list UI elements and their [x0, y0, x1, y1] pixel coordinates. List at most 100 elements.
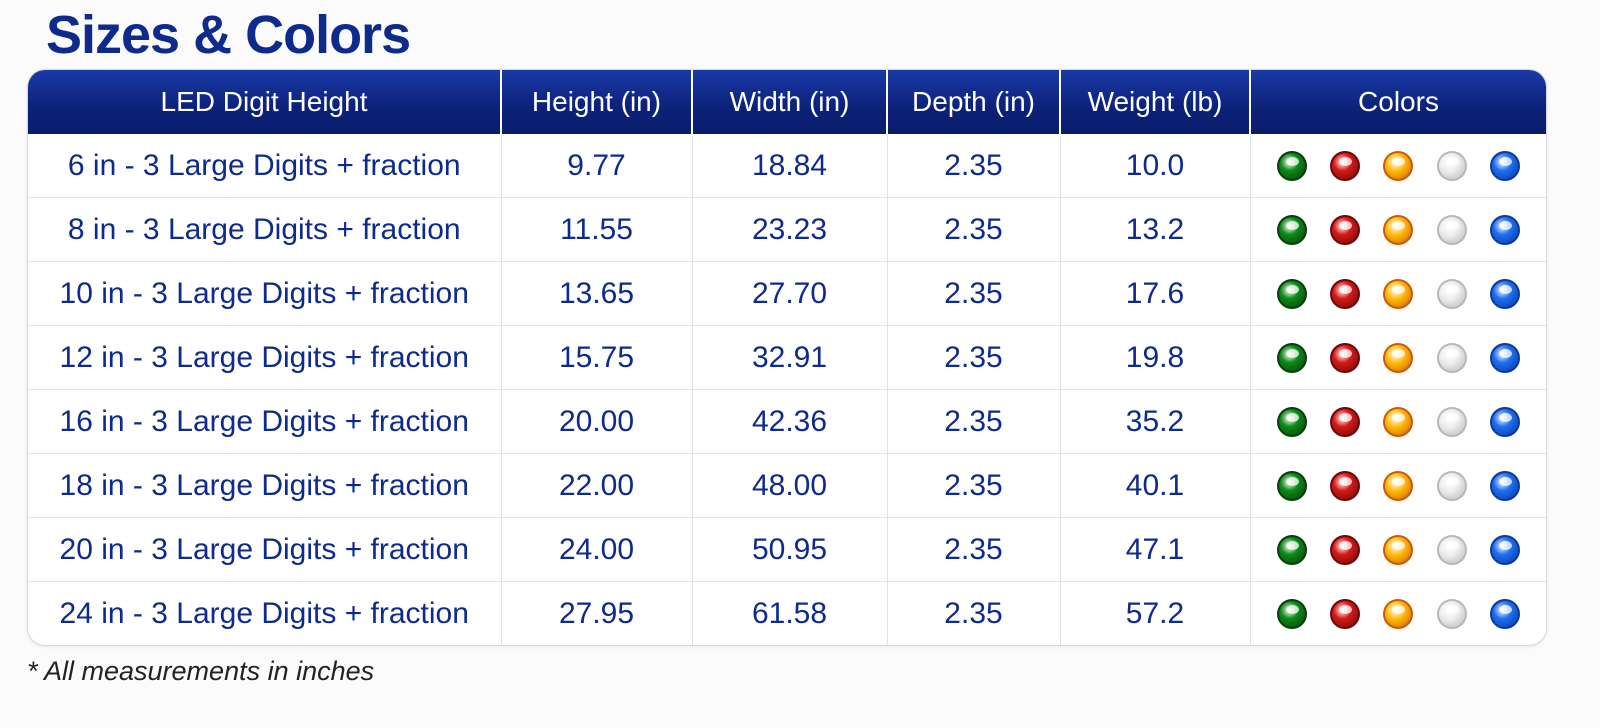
cell-width: 61.58 [691, 581, 887, 645]
cell-colors [1249, 453, 1546, 518]
color-dot-red-icon [1329, 214, 1360, 245]
color-dot-blue-icon [1490, 534, 1520, 565]
color-dot-white-icon [1436, 278, 1467, 309]
color-dot-blue-icon [1490, 342, 1520, 373]
color-dot-green-icon [1276, 406, 1307, 437]
color-dot-white-icon [1436, 214, 1467, 245]
color-swatches [1269, 150, 1529, 181]
cell-colors [1249, 517, 1546, 582]
color-dot-green-icon [1276, 342, 1307, 373]
color-dot-green-icon [1276, 150, 1307, 181]
footnote: * All measurements in inches [27, 656, 375, 686]
cell-colors [1249, 197, 1546, 262]
color-dot-blue-icon [1490, 598, 1520, 629]
cell-height: 27.95 [500, 581, 692, 645]
color-dot-blue-icon [1490, 150, 1520, 181]
color-dot-green-icon [1276, 534, 1307, 565]
color-swatches [1269, 534, 1529, 565]
color-dot-white-icon [1436, 470, 1467, 501]
color-dot-green-icon [1276, 214, 1307, 245]
sizes-table: LED Digit Height Height (in) Width (in) … [28, 70, 1546, 645]
table-row: 10 in - 3 Large Digits + fraction 13.65 27… [28, 261, 1546, 326]
table-row: 24 in - 3 Large Digits + fraction 27.95 61… [28, 581, 1546, 645]
color-dot-yellow-icon [1383, 534, 1414, 565]
cell-depth: 2.35 [886, 389, 1060, 454]
cell-height: 13.65 [500, 261, 692, 326]
color-dot-yellow-icon [1383, 342, 1414, 373]
color-dot-green-icon [1276, 470, 1307, 501]
color-dot-yellow-icon [1383, 598, 1414, 629]
cell-colors [1249, 581, 1546, 645]
color-dot-yellow-icon [1383, 470, 1414, 501]
cell-weight: 40.1 [1059, 453, 1250, 518]
color-dot-yellow-icon [1383, 278, 1414, 309]
header-depth: Depth (in) [886, 70, 1060, 134]
cell-depth: 2.35 [886, 197, 1060, 262]
cell-colors [1249, 389, 1546, 454]
cell-weight: 17.6 [1059, 261, 1250, 326]
cell-width: 32.91 [691, 325, 887, 390]
cell-model: 12 in - 3 Large Digits + fraction [28, 325, 501, 390]
cell-depth: 2.35 [886, 325, 1060, 390]
cell-height: 9.77 [500, 134, 692, 198]
cell-model: 24 in - 3 Large Digits + fraction [28, 581, 501, 645]
color-swatches [1269, 214, 1529, 245]
color-dot-red-icon [1329, 534, 1360, 565]
color-dot-red-icon [1329, 278, 1360, 309]
color-dot-red-icon [1329, 150, 1360, 181]
cell-weight: 47.1 [1059, 517, 1250, 582]
color-dot-green-icon [1276, 598, 1307, 629]
cell-depth: 2.35 [886, 261, 1060, 326]
cell-depth: 2.35 [886, 581, 1060, 645]
cell-width: 23.23 [691, 197, 887, 262]
color-dot-red-icon [1329, 406, 1360, 437]
cell-colors [1249, 325, 1546, 390]
color-swatches [1269, 406, 1529, 437]
cell-width: 48.00 [691, 453, 887, 518]
header-height: Height (in) [500, 70, 692, 134]
cell-model: 16 in - 3 Large Digits + fraction [28, 389, 501, 454]
color-dot-blue-icon [1490, 470, 1520, 501]
cell-width: 50.95 [691, 517, 887, 582]
color-dot-green-icon [1276, 278, 1307, 309]
cell-width: 27.70 [691, 261, 887, 326]
color-dot-yellow-icon [1383, 406, 1414, 437]
color-dot-blue-icon [1490, 278, 1520, 309]
cell-height: 22.00 [500, 453, 692, 518]
color-dot-red-icon [1329, 598, 1360, 629]
cell-weight: 13.2 [1059, 197, 1250, 262]
cell-depth: 2.35 [886, 134, 1060, 198]
cell-weight: 35.2 [1059, 389, 1250, 454]
color-dot-white-icon [1436, 406, 1467, 437]
cell-width: 42.36 [691, 389, 887, 454]
cell-model: 18 in - 3 Large Digits + fraction [28, 453, 501, 518]
table-row: 18 in - 3 Large Digits + fraction 22.00 48… [28, 453, 1546, 518]
cell-height: 15.75 [500, 325, 692, 390]
color-dot-white-icon [1436, 150, 1467, 181]
cell-colors [1249, 134, 1546, 198]
cell-depth: 2.35 [886, 517, 1060, 582]
color-dot-red-icon [1329, 342, 1360, 373]
color-dot-red-icon [1329, 470, 1360, 501]
header-colors: Colors [1249, 70, 1546, 134]
table-header-row: LED Digit Height Height (in) Width (in) … [28, 70, 1546, 134]
color-dot-blue-icon [1490, 406, 1520, 437]
cell-model: 8 in - 3 Large Digits + fraction [28, 197, 501, 262]
cell-colors [1249, 261, 1546, 326]
cell-weight: 19.8 [1059, 325, 1250, 390]
header-led-digit-height: LED Digit Height [28, 70, 501, 134]
header-width: Width (in) [691, 70, 887, 134]
table-row: 12 in - 3 Large Digits + fraction 15.75 32… [28, 325, 1546, 390]
cell-height: 20.00 [500, 389, 692, 454]
cell-depth: 2.35 [886, 453, 1060, 518]
header-weight: Weight (lb) [1059, 70, 1250, 134]
sizes-table-container: LED Digit Height Height (in) Width (in) … [27, 69, 1547, 646]
color-swatches [1269, 470, 1529, 501]
cell-model: 6 in - 3 Large Digits + fraction [67, 148, 461, 182]
table-row: 6 in - 3 Large Digits + fraction 9.77 18.8… [28, 134, 1546, 198]
page-title: Sizes & Colors [46, 5, 411, 65]
table-row: 8 in - 3 Large Digits + fraction 11.55 23.… [28, 197, 1546, 262]
cell-model: 10 in - 3 Large Digits + fraction [28, 261, 501, 326]
cell-weight: 57.2 [1059, 581, 1250, 645]
color-dot-blue-icon [1490, 214, 1520, 245]
